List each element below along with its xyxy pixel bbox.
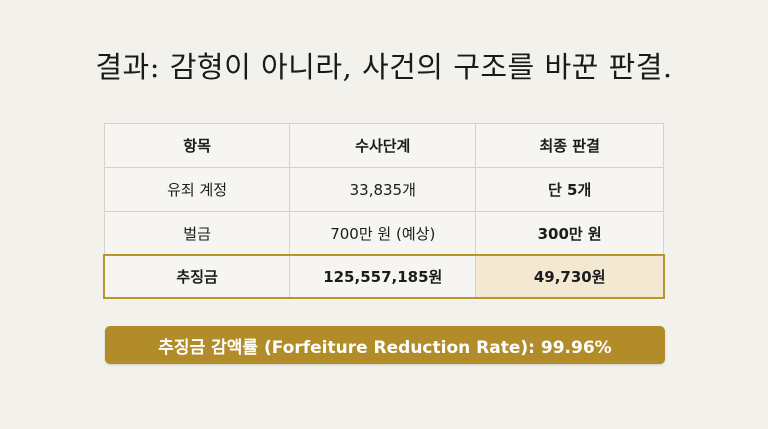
cell-final: 49,730원 [475, 255, 664, 298]
table-header-row: 항목 수사단계 최종 판결 [103, 123, 664, 168]
reduction-rate-banner: 추징금 감액률 (Forfeiture Reduction Rate): 99.… [105, 326, 665, 364]
table-row: 유죄 계정 33,835개 단 5개 [103, 167, 664, 212]
header-investigation-stage: 수사단계 [289, 123, 477, 168]
cell-item: 추징금 [103, 255, 291, 298]
results-table: 항목 수사단계 최종 판결 유죄 계정 33,835개 단 5개 벌금 700만… [103, 123, 664, 298]
header-item: 항목 [103, 123, 291, 168]
header-final-verdict: 최종 판결 [475, 123, 664, 168]
cell-investigation: 125,557,185원 [289, 255, 477, 298]
cell-final: 단 5개 [475, 167, 664, 212]
table-row: 벌금 700만 원 (예상) 300만 원 [103, 211, 664, 256]
cell-investigation: 33,835개 [289, 167, 477, 212]
banner-text: 추징금 감액률 (Forfeiture Reduction Rate): 99.… [158, 337, 612, 358]
cell-item: 벌금 [103, 211, 291, 256]
cell-final: 300만 원 [475, 211, 664, 256]
cell-item: 유죄 계정 [103, 167, 291, 212]
page-title: 결과: 감형이 아니라, 사건의 구조를 바꾼 판결. [95, 50, 673, 84]
cell-investigation: 700만 원 (예상) [289, 211, 477, 256]
table-row-highlighted: 추징금 125,557,185원 49,730원 [103, 255, 664, 298]
